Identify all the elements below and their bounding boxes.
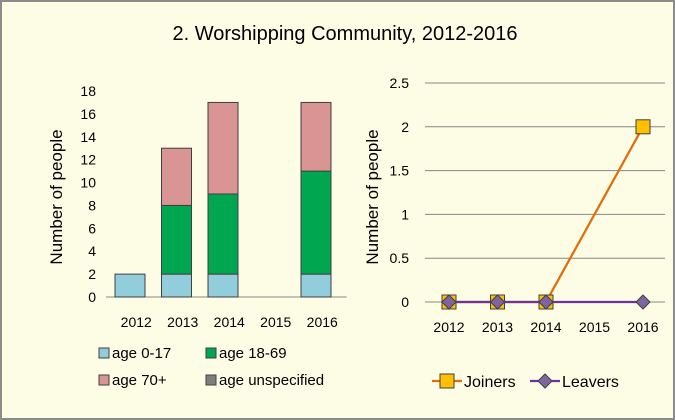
bar-segment <box>207 273 239 298</box>
bar-segment <box>300 273 332 298</box>
series-point-leavers <box>538 294 554 310</box>
bar-legend-swatch <box>98 347 110 359</box>
line-ytick-label: 0.5 <box>390 250 410 266</box>
line-ytick-label: 1 <box>401 206 409 222</box>
bar-segment <box>207 101 239 195</box>
bar-legend-label: age unspecified <box>219 372 324 389</box>
line-xtick-label: 2015 <box>579 319 610 335</box>
bar-chart: Number of people 0 2 4 6 8 10 12 14 16 18 2012 2013… <box>47 83 347 389</box>
series-point-leavers <box>441 294 457 310</box>
line-ytick-label: 1.5 <box>390 163 410 179</box>
line-xtick-label: 2014 <box>530 319 561 335</box>
bar-xtick-label: 2012 <box>121 314 152 330</box>
line-xtick-label: 2012 <box>433 319 464 335</box>
line-ytick-label: 2.5 <box>390 75 410 91</box>
chart-title: 2. Worshipping Community, 2012-2016 <box>173 23 518 45</box>
bar-ytick-label: 18 <box>80 83 96 99</box>
bar-segment <box>161 147 192 206</box>
bar-segment <box>300 101 332 172</box>
line-ytick-label: 0 <box>401 294 409 310</box>
bar-ytick-label: 6 <box>88 220 96 236</box>
series-point-joiners <box>635 119 651 135</box>
line-legend-label: Leavers <box>562 374 619 391</box>
bar-legend-label: age 0-17 <box>112 345 171 362</box>
line-legend-marker <box>537 373 553 389</box>
bar-legend-swatch <box>205 347 217 359</box>
bar-ytick-label: 12 <box>80 152 96 168</box>
bar-ytick-label: 0 <box>88 289 96 305</box>
bar-chart-ylabel: Number of people <box>47 129 66 264</box>
line-xtick-label: 2016 <box>627 319 658 335</box>
bar-segment <box>300 170 332 275</box>
line-ytick-label: 2 <box>401 119 409 135</box>
bar-xtick-label: 2016 <box>307 314 338 330</box>
bar-legend-swatch <box>98 374 110 386</box>
bar-ytick-label: 16 <box>80 106 96 122</box>
bar-xtick-label: 2014 <box>214 314 245 330</box>
bar-ytick-label: 10 <box>80 175 96 191</box>
series-point-leavers <box>489 294 506 310</box>
bar-ytick-label: 8 <box>88 197 96 213</box>
line-legend-label: Joiners <box>464 374 516 391</box>
series-point-leavers <box>635 294 651 310</box>
bar-xtick-label: 2013 <box>167 314 198 330</box>
bar-segment <box>161 273 192 298</box>
bar-xtick-label: 2015 <box>260 314 291 330</box>
bar-segment <box>114 273 146 298</box>
line-chart-ylabel: Number of people <box>363 129 382 264</box>
bar-segment <box>161 204 192 275</box>
bar-segment <box>207 193 239 275</box>
bar-legend-label: age 18-69 <box>219 345 287 362</box>
bar-legend-swatch <box>205 374 217 386</box>
line-legend-marker <box>439 373 455 389</box>
line-xtick-label: 2013 <box>482 319 513 335</box>
bar-ytick-label: 4 <box>88 243 96 259</box>
bar-legend-label: age 70+ <box>112 372 167 389</box>
bar-ytick-label: 2 <box>88 266 96 282</box>
line-chart: Number of people 0 0.5 1 1.5 2 2.5 2012 2013 201… <box>363 75 665 391</box>
bar-ytick-label: 14 <box>80 129 96 145</box>
